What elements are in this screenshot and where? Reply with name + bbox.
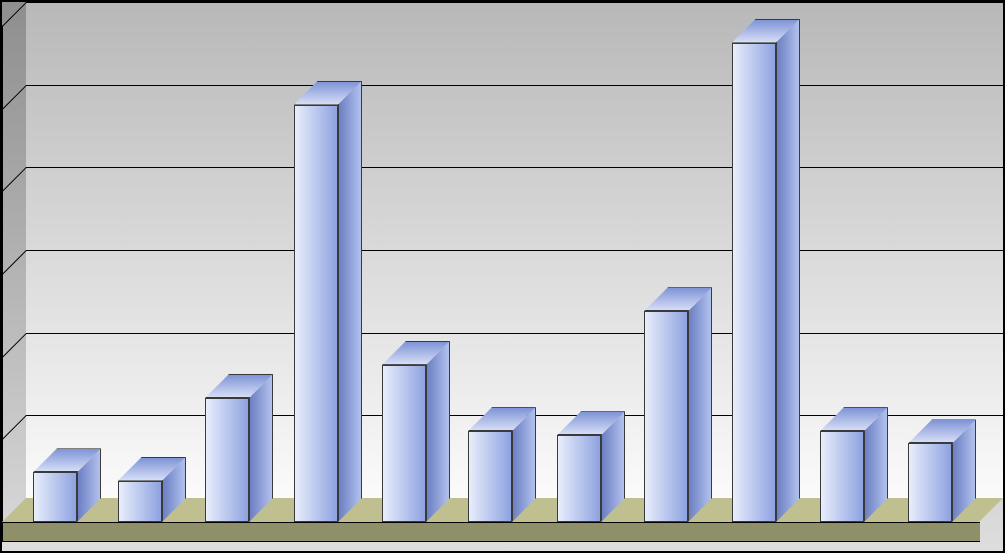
bar-front [118, 481, 162, 522]
bar-side [426, 341, 450, 522]
bar-front [557, 435, 601, 522]
bar-chart-3d [0, 0, 1005, 553]
bar-front [294, 105, 338, 522]
bar-side [688, 287, 712, 522]
bar-side [249, 374, 273, 522]
bar-front [644, 311, 688, 522]
bar-front [732, 43, 776, 522]
bar-front [468, 431, 512, 522]
bar-front [205, 398, 249, 522]
bar-side [776, 19, 800, 522]
bar-front [33, 472, 77, 522]
bar-front [820, 431, 864, 522]
bar-front [382, 365, 426, 522]
bar-side [338, 81, 362, 522]
bar-front [908, 443, 952, 522]
chart-bars [0, 0, 1005, 553]
